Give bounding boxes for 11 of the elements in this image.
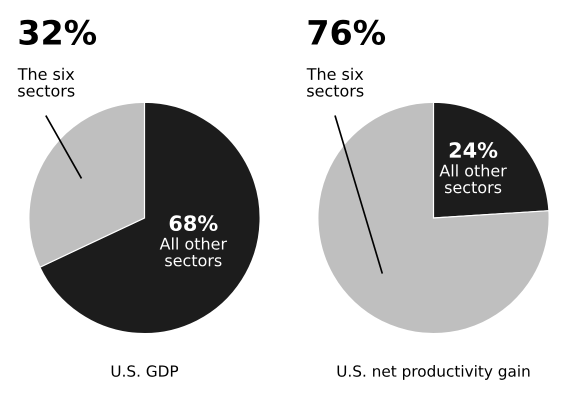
data-label: 24% [450,142,498,158]
slice-label: All other sectors [439,164,507,194]
slice-label: The six sectors [306,68,364,97]
text: U.S. GDP [112,365,178,377]
pie-slice [317,102,550,334]
data-label: 32% [20,20,96,45]
data-label: 68% [170,215,218,232]
slice-label: All other sectors [160,237,228,266]
text: U.S. net productivity gain [338,365,530,380]
slice-label: The six sectors [18,68,74,97]
data-label: 76% [308,20,386,45]
